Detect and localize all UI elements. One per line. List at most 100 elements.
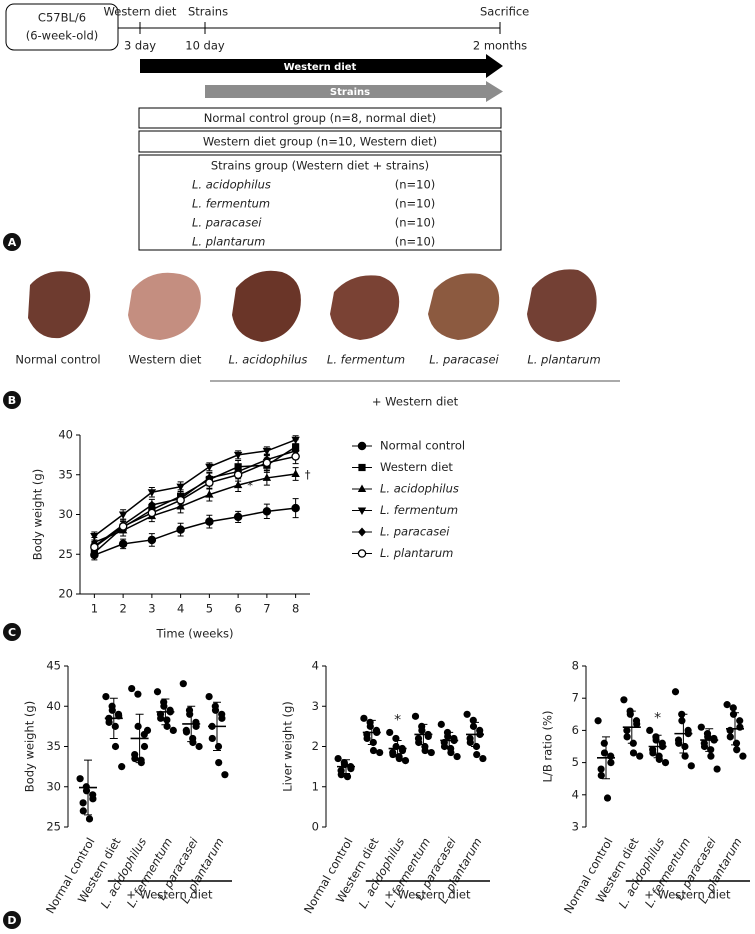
- data-point: [291, 469, 300, 477]
- legend-label: Western diet: [380, 460, 453, 474]
- legend-label: L. acidophilus: [380, 482, 459, 496]
- data-point: [205, 478, 214, 487]
- data-point: [473, 750, 481, 759]
- y-tick-label: 4: [312, 659, 319, 673]
- data-point: [118, 522, 128, 531]
- data-point: [118, 511, 128, 519]
- data-point: [233, 451, 243, 460]
- data-point: [337, 771, 345, 779]
- data-point: [186, 710, 194, 718]
- data-point: [233, 480, 243, 489]
- data-point: [90, 549, 98, 557]
- mouse-label: C57BL/6: [38, 11, 86, 25]
- y-tick-label: 4: [572, 787, 579, 801]
- data-point: [108, 706, 116, 714]
- mouse-box: [5, 3, 119, 51]
- data-point: [376, 748, 384, 757]
- data-point: [118, 763, 126, 771]
- data-point: [623, 733, 631, 741]
- data-point: [726, 733, 734, 741]
- data-point: [128, 684, 136, 693]
- panel-label: B: [8, 394, 16, 407]
- data-point: [90, 542, 99, 552]
- legend-marker: [357, 549, 367, 558]
- y-tick-label: 7: [572, 691, 579, 705]
- data-point: [262, 447, 272, 456]
- liver-label: L. plantarum: [527, 353, 600, 367]
- data-point: [453, 752, 461, 761]
- y-tick-label: 30: [46, 779, 61, 793]
- group-label: Normal control group (n=8, normal diet): [204, 111, 436, 125]
- strain-name: L. paracasei: [192, 216, 262, 230]
- data-point: [147, 508, 157, 518]
- timeline-top-label: Strains: [188, 5, 228, 19]
- data-point: [678, 717, 686, 725]
- liver-label: Normal control: [15, 353, 100, 367]
- y-axis-label: Liver weight (g): [281, 701, 295, 792]
- strain-name: L. plantarum: [192, 235, 265, 249]
- annotation: †: [305, 467, 311, 481]
- liver-photo: [28, 271, 91, 339]
- arrow: [140, 54, 503, 78]
- y-tick-label: 2: [312, 739, 319, 753]
- data-point: [76, 775, 84, 783]
- group-box: [138, 130, 502, 153]
- group-box: [138, 154, 502, 251]
- data-point: [633, 720, 641, 728]
- data-point: [176, 525, 185, 534]
- data-point: [681, 742, 689, 751]
- data-point: [118, 539, 128, 549]
- data-point: [369, 738, 377, 747]
- data-point: [179, 680, 187, 688]
- series-line: [93, 439, 296, 537]
- data-point: [182, 728, 191, 736]
- data-point: [163, 716, 171, 724]
- series-line: [94, 473, 296, 544]
- group-label: Strains group (Western diet + strains): [211, 159, 429, 173]
- data-point: [102, 692, 110, 701]
- data-point: [153, 688, 162, 696]
- data-point: [233, 470, 243, 479]
- timeline-top-label: Sacrifice: [480, 5, 529, 19]
- data-point: [466, 738, 474, 747]
- data-point: [600, 739, 608, 747]
- legend-label: L. fermentum: [380, 503, 458, 517]
- data-point: [447, 748, 455, 757]
- data-point: [79, 807, 87, 815]
- annotation: *: [654, 710, 661, 726]
- legend-marker: [357, 507, 367, 515]
- data-point: [440, 742, 449, 751]
- data-point: [723, 701, 731, 709]
- panel-label: A: [8, 236, 17, 249]
- data-point: [369, 746, 378, 755]
- data-point: [681, 752, 689, 760]
- data-point: [262, 473, 272, 481]
- data-point: [697, 723, 705, 731]
- data-point: [334, 754, 342, 763]
- timeline-bottom-label: 10 day: [185, 39, 225, 53]
- data-point: [729, 704, 737, 712]
- data-point: [707, 752, 715, 760]
- data-point: [444, 732, 452, 741]
- strain-name: L. acidophilus: [192, 178, 271, 192]
- data-point: [147, 535, 157, 545]
- panel-label-badge: [3, 391, 21, 409]
- data-point: [262, 458, 272, 468]
- annotation: *: [394, 712, 401, 728]
- data-point: [597, 765, 605, 773]
- x-tick-label: 1: [91, 602, 98, 616]
- data-point: [411, 712, 420, 720]
- bracket-label: + Western diet: [126, 888, 213, 902]
- data-point: [469, 722, 478, 730]
- data-point: [597, 771, 605, 780]
- timeline-bottom-label: 2 months: [473, 39, 527, 53]
- bracket-label: + Western diet: [372, 395, 459, 409]
- y-tick-label: 6: [572, 723, 579, 737]
- data-point: [111, 722, 119, 730]
- data-point: [134, 722, 142, 730]
- legend-marker: [358, 463, 366, 472]
- legend-marker: [357, 484, 367, 492]
- data-point: [607, 759, 615, 767]
- liver-photo: [232, 270, 301, 342]
- liver-photo: [128, 272, 201, 340]
